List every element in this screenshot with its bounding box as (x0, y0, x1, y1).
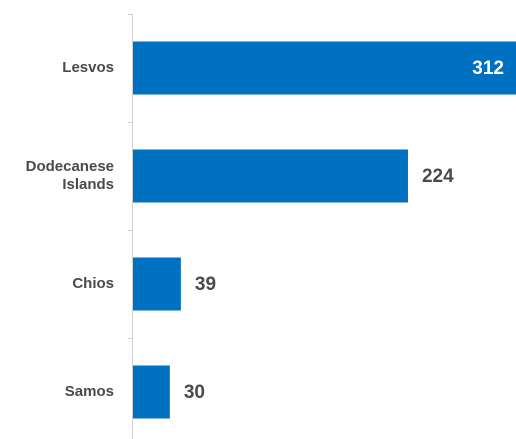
value-label: 312 (472, 58, 504, 79)
category-label: Lesvos (62, 59, 114, 76)
category-label: Dodecanese Islands (26, 158, 114, 193)
category-label-line: Samos (65, 383, 114, 400)
value-label: 39 (195, 274, 216, 295)
bar (133, 365, 170, 419)
bar (133, 257, 181, 311)
category-label-line: Dodecanese (26, 158, 114, 175)
bar (133, 149, 408, 203)
category-label-line: Chios (72, 275, 114, 292)
category-label-line: Lesvos (62, 59, 114, 76)
category-label: Samos (65, 383, 114, 400)
value-label: 224 (422, 166, 454, 187)
bar (133, 41, 516, 95)
category-label-line: Islands (62, 176, 114, 193)
category-label: Chios (72, 275, 114, 292)
value-label: 30 (184, 382, 205, 403)
